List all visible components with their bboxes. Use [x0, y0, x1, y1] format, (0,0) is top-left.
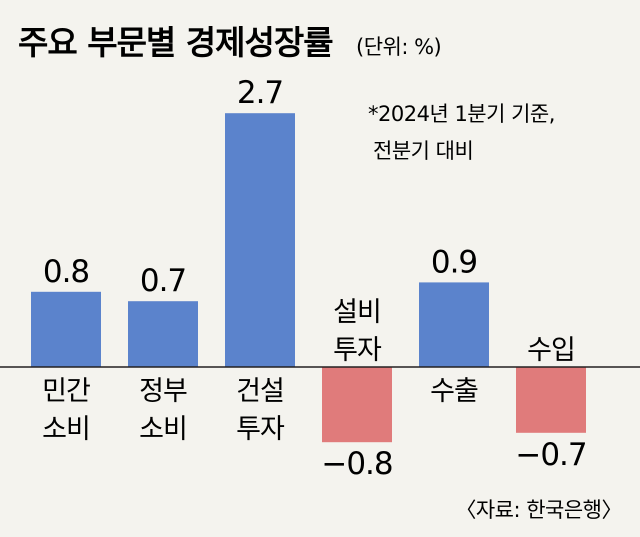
note-line-2: 전분기 대비 [373, 139, 473, 163]
value-label-3: −0.8 [321, 446, 392, 482]
category-label-1-0: 정부 [139, 376, 187, 407]
bar-0 [31, 291, 101, 367]
value-label-5: −0.7 [515, 437, 586, 473]
category-label-2-1: 투자 [236, 414, 285, 445]
category-label-0-1: 소비 [42, 414, 90, 445]
category-label-3-1: 투자 [333, 335, 382, 366]
source-label: 〈자료: 한국은행〉 [455, 498, 622, 522]
unit-label: (단위: %) [356, 35, 441, 59]
category-label-0-0: 민간 [42, 376, 90, 407]
category-label-5-0: 수입 [527, 335, 575, 366]
category-label-3-0: 설비 [333, 297, 381, 328]
bar-5 [516, 367, 586, 433]
bar-3 [322, 367, 392, 443]
category-label-4-0: 수출 [430, 376, 478, 407]
value-label-0: 0.8 [43, 254, 89, 290]
category-label-2-0: 건설 [236, 376, 284, 407]
value-label-4: 0.9 [431, 244, 477, 280]
bar-4 [419, 282, 489, 367]
bar-2 [225, 113, 295, 367]
chart-title: 주요 부문별 경제성장률 [18, 23, 333, 62]
bars-group [31, 113, 586, 443]
bar-1 [128, 301, 198, 367]
note-line-1: *2024년 1분기 기준, [368, 102, 555, 126]
category-label-1-1: 소비 [139, 414, 187, 445]
value-label-1: 0.7 [140, 263, 186, 299]
value-label-2: 2.7 [237, 75, 283, 111]
